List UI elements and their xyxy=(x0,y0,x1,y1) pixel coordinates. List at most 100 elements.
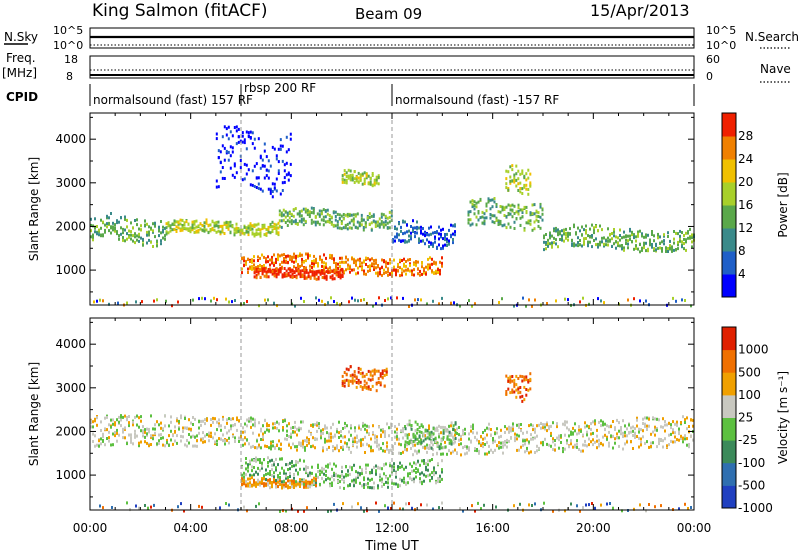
data-cell xyxy=(333,478,335,482)
data-cell xyxy=(409,472,411,476)
data-cell xyxy=(525,205,528,209)
data-cell xyxy=(211,226,214,230)
data-cell xyxy=(446,435,449,439)
data-cell xyxy=(346,214,349,218)
data-cell xyxy=(254,424,256,428)
data-cell xyxy=(438,243,440,247)
data-cell xyxy=(152,245,154,248)
data-cell xyxy=(505,392,508,396)
data-cell xyxy=(108,423,110,427)
data-cell xyxy=(306,436,308,440)
data-cell xyxy=(647,249,649,253)
data-cell xyxy=(631,233,633,237)
data-cell xyxy=(456,451,458,455)
data-cell xyxy=(375,258,377,262)
data-cell xyxy=(513,173,516,177)
data-cell xyxy=(201,228,204,232)
data-cell xyxy=(245,230,248,233)
data-cell xyxy=(319,256,321,260)
data-cell xyxy=(220,428,222,432)
data-cell xyxy=(541,218,544,222)
data-cell xyxy=(437,480,439,484)
data-cell xyxy=(624,424,626,428)
data-cell xyxy=(184,417,186,420)
data-cell xyxy=(377,176,380,180)
noise-cell xyxy=(594,506,596,510)
data-cell xyxy=(272,444,274,448)
data-cell xyxy=(489,207,492,211)
data-cell xyxy=(432,448,434,452)
cpid-segment-label: normalsound (fast) -157 RF xyxy=(395,93,559,107)
data-cell xyxy=(104,416,106,420)
data-cell xyxy=(353,484,355,488)
data-cell xyxy=(642,429,644,433)
data-cell xyxy=(422,439,425,443)
data-cell xyxy=(293,252,295,256)
data-cell xyxy=(278,422,280,426)
data-cell xyxy=(122,231,124,235)
data-cell xyxy=(689,236,691,240)
data-cell xyxy=(415,260,417,264)
data-cell xyxy=(691,245,693,249)
data-cell xyxy=(244,436,246,440)
data-cell xyxy=(525,172,528,176)
noise-cell xyxy=(438,302,440,306)
data-cell xyxy=(356,226,359,230)
data-cell xyxy=(491,220,494,224)
data-cell xyxy=(476,438,478,442)
data-cell xyxy=(682,440,684,444)
data-cell xyxy=(160,426,162,430)
data-cell xyxy=(306,209,309,213)
data-cell xyxy=(606,437,608,441)
data-cell xyxy=(310,206,313,210)
data-cell xyxy=(546,442,548,446)
data-cell xyxy=(213,221,216,225)
data-cell xyxy=(554,443,556,447)
data-cell xyxy=(124,239,126,243)
data-cell xyxy=(615,246,617,250)
data-cell xyxy=(490,448,492,452)
data-cell xyxy=(654,428,656,432)
data-cell xyxy=(602,443,604,447)
data-cell xyxy=(100,442,102,446)
data-cell xyxy=(652,416,654,420)
data-cell xyxy=(386,445,388,449)
data-cell xyxy=(169,226,172,230)
data-cell xyxy=(424,437,427,441)
noise-cell xyxy=(597,297,599,301)
data-cell xyxy=(423,473,425,477)
data-cell xyxy=(502,444,504,448)
data-cell xyxy=(275,468,277,472)
data-cell xyxy=(273,460,275,464)
data-cell xyxy=(165,230,168,234)
data-cell xyxy=(381,258,383,262)
data-cell xyxy=(396,437,398,441)
noise-cell xyxy=(243,302,245,305)
data-cell xyxy=(428,240,430,244)
data-cell xyxy=(529,377,532,381)
data-cell xyxy=(202,437,204,441)
data-cell xyxy=(430,441,433,445)
data-cell xyxy=(288,422,290,426)
data-cell xyxy=(517,182,520,186)
data-cell xyxy=(194,444,196,448)
data-cell xyxy=(275,261,277,264)
noise-cell xyxy=(639,299,641,303)
data-cell xyxy=(681,245,683,249)
data-cell xyxy=(413,461,415,465)
data-cell xyxy=(509,208,512,212)
data-cell xyxy=(146,230,148,234)
data-cell xyxy=(343,260,345,264)
data-cell xyxy=(273,270,276,274)
data-cell xyxy=(259,268,262,272)
data-cell xyxy=(382,221,385,225)
data-cell xyxy=(241,178,244,182)
data-cell xyxy=(626,434,628,438)
data-cell xyxy=(529,387,532,391)
data-cell xyxy=(382,223,385,227)
data-cell xyxy=(413,477,415,481)
data-cell xyxy=(458,426,460,429)
noise-cell xyxy=(585,503,587,507)
beam-title: Beam 09 xyxy=(355,5,422,23)
data-cell xyxy=(136,434,138,438)
